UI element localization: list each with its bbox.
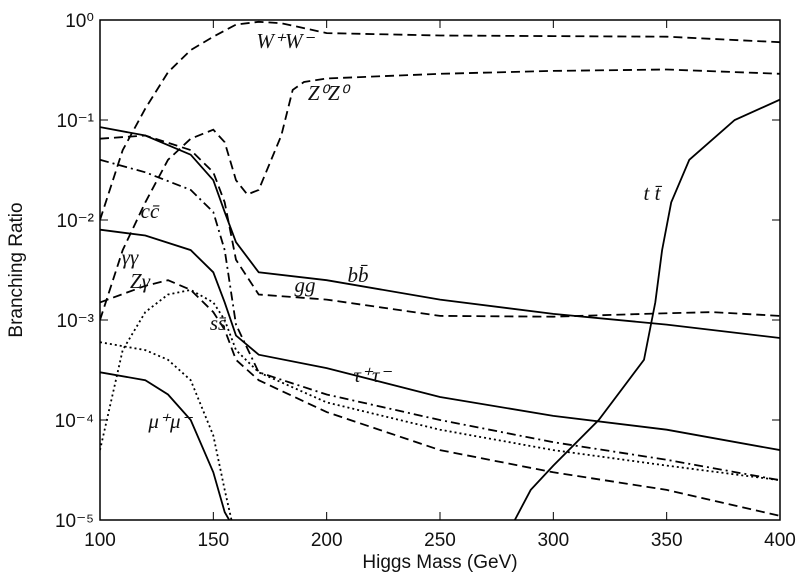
series-label: τ⁺τ⁻ (353, 363, 392, 387)
series-label: γγ (122, 245, 139, 269)
series-line (100, 288, 780, 482)
x-tick-label: 100 (84, 530, 116, 551)
y-tick-label: 10⁻³ (57, 311, 95, 332)
y-tick-label: 10⁻⁵ (55, 511, 94, 532)
y-tick-label: 10⁻² (57, 211, 95, 232)
series-label: Z⁰Z⁰ (308, 81, 352, 105)
series-line (100, 279, 780, 517)
y-tick-label: 10⁻⁴ (55, 411, 94, 432)
series-label: Zγ (130, 269, 151, 293)
series-line (100, 371, 230, 520)
series-line (100, 134, 780, 318)
series-label: μ⁺μ⁻ (147, 409, 193, 433)
series-label: W⁺W⁻ (256, 29, 315, 53)
x-tick-label: 400 (764, 530, 796, 551)
series-label: gg (295, 273, 316, 297)
series-line (100, 158, 780, 482)
x-tick-label: 350 (651, 530, 683, 551)
series-line (514, 98, 780, 520)
x-axis-label: Higgs Mass (GeV) (362, 552, 517, 573)
y-tick-label: 10⁻¹ (57, 111, 95, 132)
series-line (100, 126, 780, 339)
y-axis-label: Branching Ratio (6, 202, 27, 337)
series-line (100, 228, 780, 451)
series-line (100, 68, 780, 321)
x-tick-label: 200 (311, 530, 343, 551)
series-line (100, 341, 233, 520)
x-tick-label: 300 (537, 530, 569, 551)
series-label: cc̄ (141, 199, 161, 223)
x-tick-label: 150 (197, 530, 229, 551)
series-label: t t̄ (644, 181, 663, 205)
y-tick-label: 10⁰ (65, 11, 94, 32)
series-line (100, 20, 780, 221)
series-label: bb̄ (348, 263, 369, 287)
series-label: ss̄ (210, 311, 227, 335)
x-tick-label: 250 (424, 530, 456, 551)
